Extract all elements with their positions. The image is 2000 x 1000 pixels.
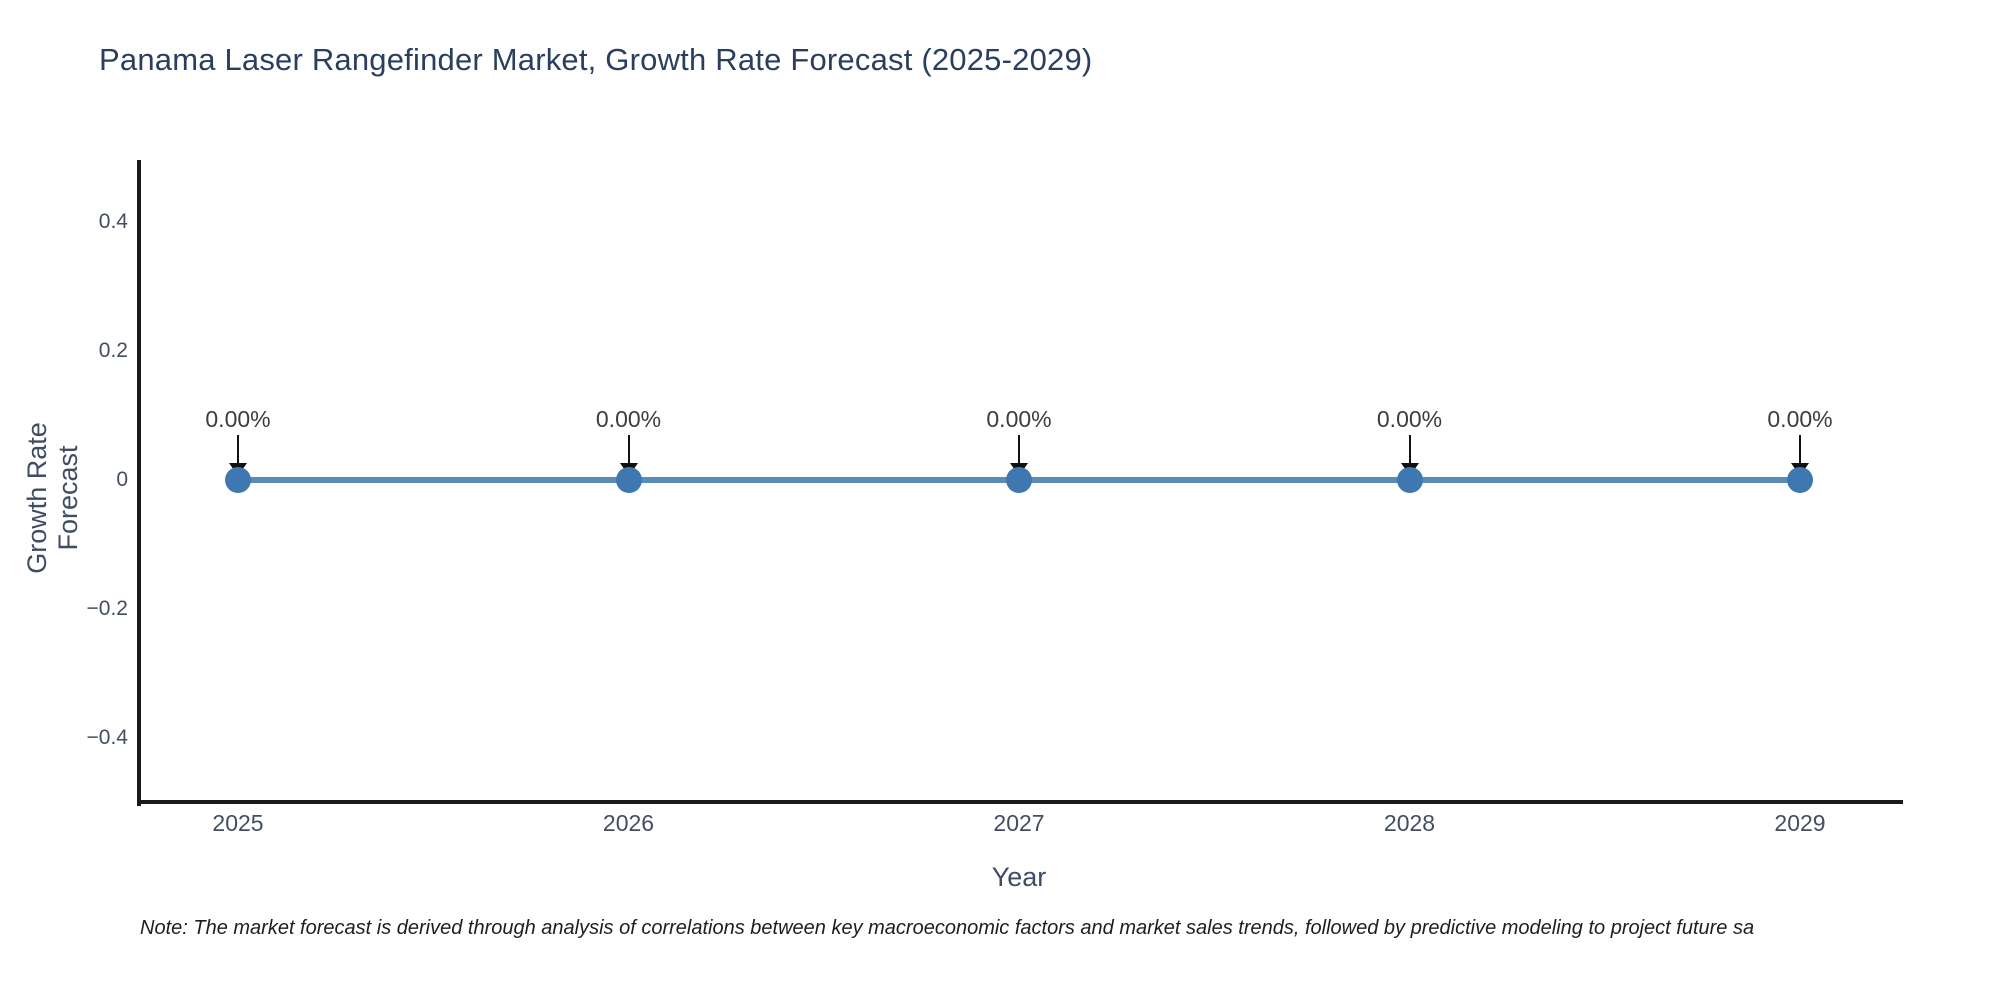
data-point-marker[interactable]: [1787, 467, 1813, 493]
x-tick-label: 2027: [993, 810, 1045, 836]
x-axis-line: [137, 800, 1903, 804]
x-tick-label: 2025: [212, 810, 264, 836]
annotation-label: 0.00%: [1767, 406, 1833, 432]
y-tick-label: 0.4: [98, 210, 128, 234]
footnote: Note: The market forecast is derived thr…: [140, 917, 1755, 939]
x-tick-label: 2026: [602, 810, 655, 836]
y-tick-label: 0.2: [98, 339, 128, 363]
annotation-label: 0.00%: [205, 406, 271, 432]
y-axis-line: [137, 160, 141, 806]
data-point-marker[interactable]: [1396, 467, 1423, 493]
x-tick-label: 2028: [1383, 810, 1436, 836]
y-tick-label: −0.2: [86, 596, 128, 620]
y-axis-title: Growth Rate Forecast: [22, 422, 83, 574]
data-point-marker[interactable]: [225, 467, 251, 493]
x-axis-title: Year: [991, 862, 1047, 892]
annotation-label: 0.00%: [986, 406, 1052, 432]
data-point-marker[interactable]: [1006, 467, 1032, 493]
annotation-label: 0.00%: [595, 406, 662, 432]
data-point-marker[interactable]: [615, 467, 642, 493]
annotation-label: 0.00%: [1376, 406, 1443, 432]
chart-title: Panama Laser Rangefinder Market, Growth …: [99, 42, 1093, 77]
y-tick-label: −0.4: [86, 725, 128, 749]
x-tick-label: 2029: [1774, 810, 1826, 836]
y-tick-label: 0: [116, 468, 128, 491]
